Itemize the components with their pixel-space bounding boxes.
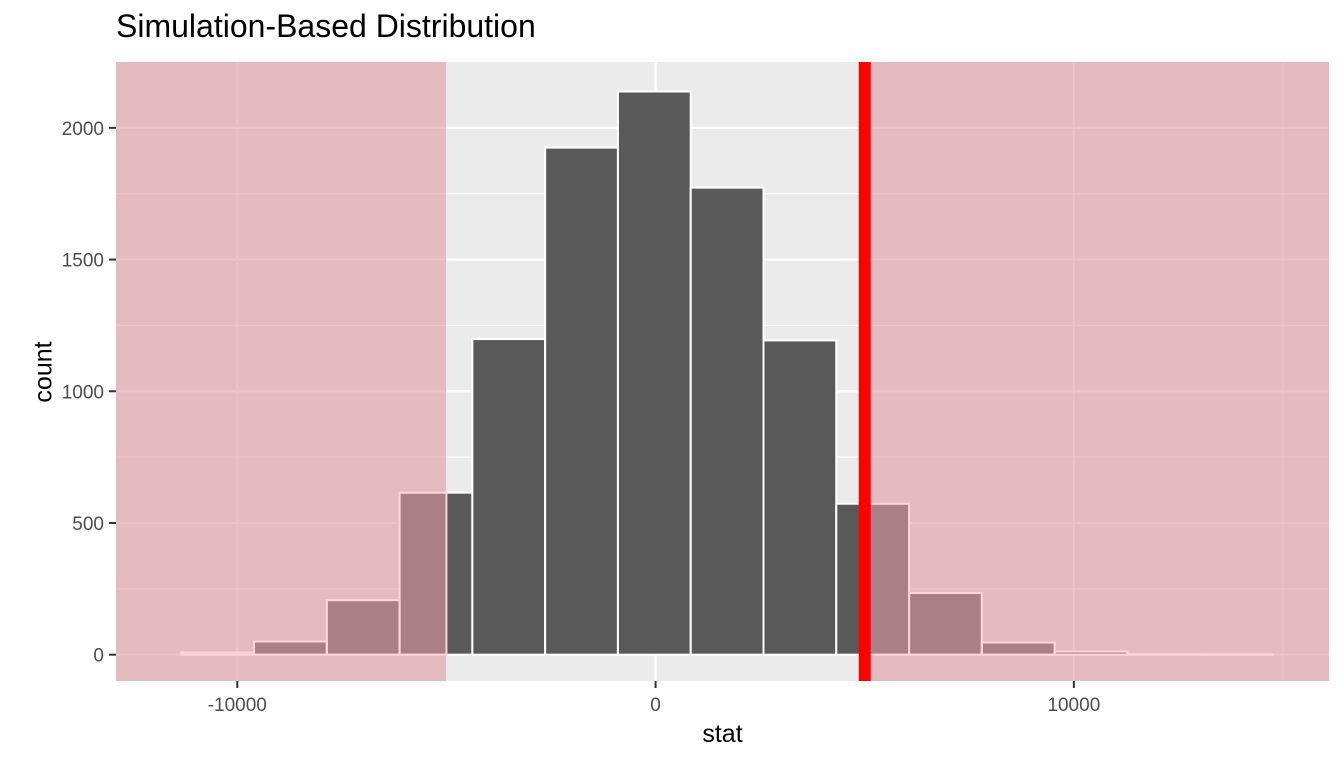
shaded-bar-outlines <box>180 491 1274 656</box>
x-tick-label: -10000 <box>208 695 267 716</box>
y-tick-label: 1500 <box>62 251 104 272</box>
histogram-bar <box>544 146 619 656</box>
histogram-bar <box>762 339 838 656</box>
y-tick-label: 500 <box>72 514 104 535</box>
y-axis-label: count <box>29 341 58 403</box>
histogram-bar <box>616 90 692 656</box>
y-tick-label: 2000 <box>62 119 104 140</box>
shaded-bar-outline <box>398 491 448 656</box>
x-tick-label: 10000 <box>1047 695 1100 716</box>
shaded-region <box>116 62 447 681</box>
shaded-bar-outline <box>980 641 1056 656</box>
x-axis-label: stat <box>702 720 743 748</box>
shaded-region <box>864 62 1329 681</box>
chart-title: Simulation-Based Distribution <box>116 8 536 44</box>
histogram-bar <box>689 186 765 656</box>
shaded-bar-outline <box>1053 650 1129 656</box>
histogram-bar <box>471 338 547 656</box>
y-tick-label: 1000 <box>62 382 104 403</box>
shaded-bar-outline <box>1126 653 1202 656</box>
shaded-bar-outline <box>908 592 983 656</box>
x-tick-label: 0 <box>650 695 661 716</box>
shaded-regions <box>116 62 1329 681</box>
y-tick-label: 0 <box>93 646 104 667</box>
